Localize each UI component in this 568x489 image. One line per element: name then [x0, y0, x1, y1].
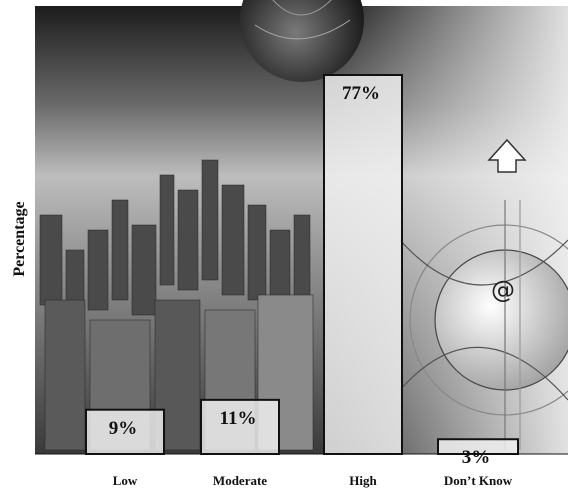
- y-axis-label-wrap: Percentage: [6, 201, 34, 276]
- bars-group: [85, 74, 519, 456]
- svg-text:@: @: [491, 276, 515, 304]
- background-photo: @: [35, 0, 568, 454]
- network-globe: [399, 200, 568, 450]
- bar-low: [85, 408, 165, 455]
- x-tick-label: High: [349, 473, 377, 488]
- y-axis-label: Percentage: [11, 200, 28, 277]
- globe-icon: [240, 0, 364, 82]
- x-tick-label: Don’t Know: [443, 473, 513, 488]
- at-sign-icon: @: [491, 276, 515, 304]
- up-arrow-icon: [487, 138, 527, 173]
- data-label: 77%: [342, 83, 380, 104]
- bar-moderate: [200, 398, 280, 456]
- bar-high: [323, 74, 403, 455]
- x-tick-label: Moderate: [212, 473, 268, 488]
- data-label: 9%: [108, 417, 138, 439]
- data-label: 3%: [461, 447, 491, 469]
- data-label: 11%: [219, 407, 257, 429]
- x-tick-label: Low: [112, 473, 138, 488]
